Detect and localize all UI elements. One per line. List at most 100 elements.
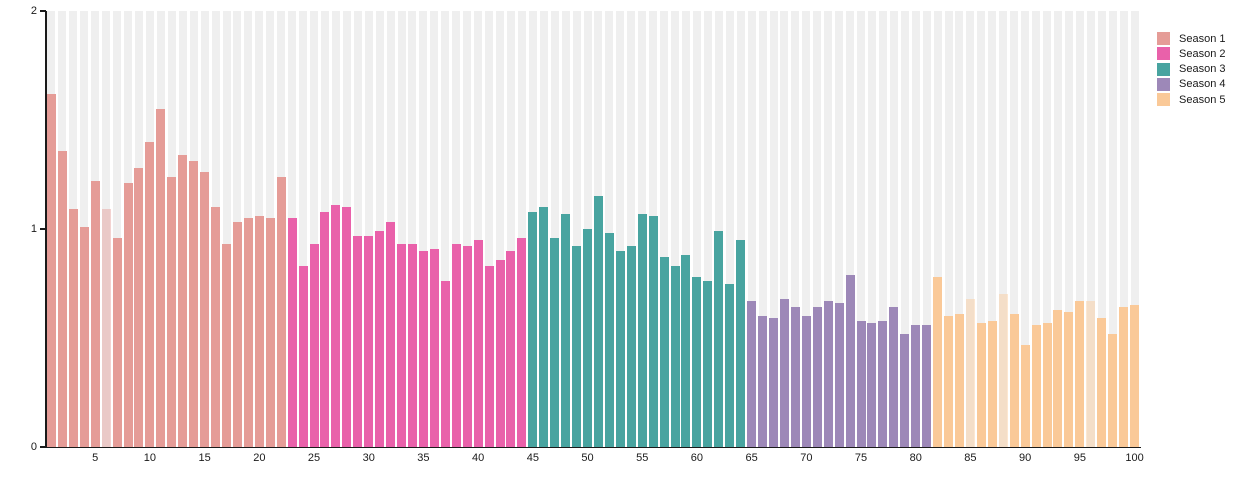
x-tick-label-35: 35 — [417, 452, 430, 464]
background-stripe — [867, 11, 876, 447]
bar-episode-43-season-2 — [506, 250, 516, 447]
bar-episode-63-season-3 — [725, 283, 735, 447]
bar-episode-14-season-1 — [189, 161, 199, 447]
background-stripe — [1064, 11, 1073, 447]
background-stripe — [1053, 11, 1062, 447]
bar-episode-89-season-5 — [1009, 314, 1019, 447]
background-stripe — [703, 11, 712, 447]
bar-episode-18-season-1 — [232, 222, 242, 447]
bar-episode-54-season-3 — [626, 246, 636, 447]
x-axis-line — [45, 446, 1141, 448]
bar-episode-67-season-4 — [769, 318, 778, 447]
background-stripe — [671, 11, 680, 447]
bar-episode-46-season-3 — [539, 207, 549, 447]
bar-episode-26-season-2 — [320, 211, 330, 447]
background-stripe — [452, 11, 461, 447]
legend-item-season-3: Season 3 — [1157, 62, 1225, 77]
x-tick-label-15: 15 — [198, 452, 211, 464]
background-stripe — [791, 11, 800, 447]
background-stripe — [944, 11, 953, 447]
background-stripe — [802, 11, 811, 447]
background-stripe — [506, 11, 515, 447]
background-stripe — [780, 11, 789, 447]
background-stripe — [1043, 11, 1051, 447]
background-stripe — [977, 11, 986, 447]
background-stripe — [824, 11, 833, 447]
bar-episode-72-season-4 — [823, 300, 833, 447]
background-stripe — [605, 11, 614, 447]
bar-episode-31-season-2 — [375, 231, 385, 447]
bar-episode-13-season-1 — [178, 154, 188, 447]
background-stripe — [299, 11, 308, 447]
background-stripe — [1108, 11, 1117, 447]
background-stripe — [441, 11, 450, 447]
bar-episode-8-season-1 — [123, 183, 133, 447]
bar-episode-84-season-5 — [954, 314, 964, 447]
bar-episode-47-season-3 — [550, 237, 560, 447]
bar-episode-77-season-4 — [878, 320, 888, 447]
bar-episode-58-season-3 — [670, 266, 680, 447]
y-tick-label-2: 2 — [30, 4, 37, 17]
bar-episode-7-season-1 — [112, 237, 122, 447]
background-stripe — [1032, 11, 1041, 447]
background-stripe — [364, 11, 373, 447]
x-tick-label-60: 60 — [690, 452, 704, 464]
background-stripe — [572, 11, 581, 447]
bar-episode-32-season-2 — [386, 222, 396, 447]
bar-episode-28-season-2 — [342, 207, 352, 447]
bar-episode-24-season-2 — [298, 266, 308, 447]
background-stripe — [408, 11, 417, 447]
background-stripe — [616, 11, 625, 447]
bar-episode-34-season-2 — [407, 244, 417, 447]
x-tick-label-100: 100 — [1125, 452, 1144, 464]
bar-episode-79-season-4 — [900, 333, 910, 447]
background-stripe — [769, 11, 778, 447]
bar-episode-19-season-1 — [243, 218, 253, 447]
bar-episode-99-season-5 — [1119, 307, 1129, 447]
bar-episode-52-season-3 — [604, 233, 614, 447]
bar-episode-53-season-3 — [615, 250, 625, 447]
background-stripe — [692, 11, 701, 447]
bar-episode-65-season-4 — [747, 300, 757, 447]
x-tick-label-95: 95 — [1073, 452, 1086, 464]
legend-label-season-5: Season 5 — [1179, 93, 1226, 106]
bar-episode-91-season-5 — [1031, 324, 1041, 447]
legend-item-season-2: Season 2 — [1157, 46, 1225, 61]
legend-swatch-season-4 — [1157, 77, 1170, 91]
bar-episode-50-season-3 — [583, 229, 593, 447]
bar-episode-25-season-2 — [309, 244, 319, 447]
background-stripe — [496, 11, 504, 447]
bar-episode-12-season-1 — [167, 176, 177, 447]
background-stripe — [966, 11, 975, 447]
bar-episode-1-season-1 — [46, 93, 56, 447]
bar-episode-97-season-5 — [1097, 318, 1107, 447]
background-stripe — [736, 11, 745, 447]
bar-episode-64-season-3 — [736, 239, 746, 447]
x-tick-label-5: 5 — [92, 452, 99, 464]
bar-episode-80-season-4 — [911, 324, 921, 447]
background-stripe — [463, 11, 472, 447]
bar-episode-40-season-2 — [473, 239, 483, 447]
bar-episode-20-season-1 — [254, 215, 264, 447]
background-stripe — [922, 11, 931, 447]
bar-episode-95-season-5 — [1075, 300, 1085, 447]
x-tick-label-65: 65 — [745, 452, 758, 464]
bar-episode-11-season-1 — [156, 109, 166, 447]
background-stripe — [660, 11, 669, 447]
background-stripe — [714, 11, 723, 447]
bar-episode-62-season-3 — [714, 231, 724, 447]
bar-episode-70-season-4 — [801, 316, 811, 447]
bar-episode-51-season-3 — [593, 196, 603, 447]
bar-episode-6-season-1 — [101, 209, 111, 447]
background-stripe — [835, 11, 844, 447]
bar-episode-83-season-5 — [944, 316, 954, 447]
x-tick-label-25: 25 — [307, 452, 321, 464]
bar-episode-23-season-2 — [287, 218, 297, 447]
background-stripe — [900, 11, 909, 447]
legend-label-season-2: Season 2 — [1179, 47, 1226, 60]
bar-episode-81-season-4 — [922, 324, 932, 447]
background-stripe — [813, 11, 822, 447]
bar-episode-30-season-2 — [364, 235, 374, 447]
bar-episode-42-season-2 — [495, 259, 505, 447]
y-tick-mark-0 — [40, 446, 46, 448]
